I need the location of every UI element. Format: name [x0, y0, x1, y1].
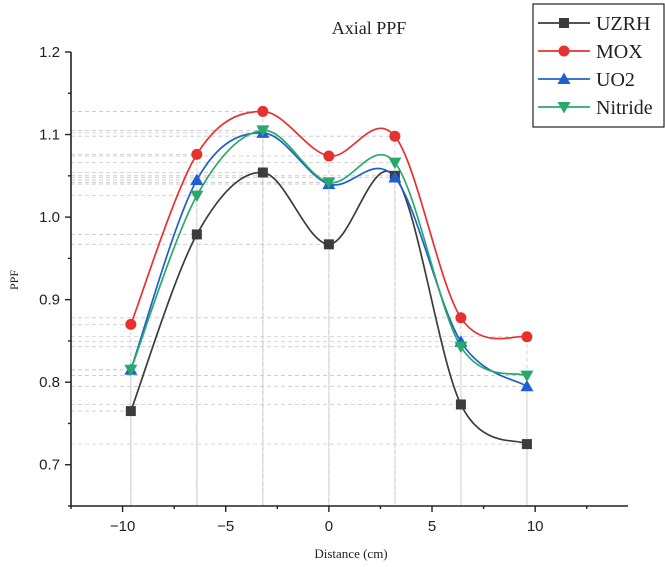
data-point-mox: [191, 148, 203, 160]
data-point-nitride: [520, 370, 534, 383]
x-tick-label: 5: [428, 518, 436, 535]
x-axis-label: Distance (cm): [314, 546, 387, 561]
data-point-nitride: [124, 364, 138, 377]
data-point-mox: [521, 331, 533, 343]
data-point-nitride: [256, 125, 270, 137]
legend-marker-nitride: [557, 102, 571, 114]
series-line-uzrh: [130, 170, 528, 445]
legend-marker-uo2: [557, 72, 571, 84]
y-ticks: 0.7 0.8 0.9 1.0 1.1 1.2: [39, 44, 71, 507]
data-point-uzrh: [257, 167, 268, 178]
y-tick-label: 0.7: [39, 457, 60, 474]
data-point-nitride: [322, 177, 336, 189]
data-point-uzrh: [521, 439, 532, 450]
data-point-nitride: [454, 341, 468, 354]
y-tick-label: 1.0: [39, 209, 60, 226]
x-tick-label: 0: [325, 518, 333, 535]
legend-label-uo2: UO2: [596, 69, 635, 91]
legend-label-mox: MOX: [596, 41, 643, 63]
y-axis-label: PPF: [7, 270, 21, 290]
data-point-mox: [323, 150, 335, 162]
data-point-uo2: [388, 170, 402, 183]
data-point-uzrh: [455, 399, 466, 410]
legend-marker-mox: [558, 45, 570, 57]
legend: UZRH MOX UO2 Nitride: [532, 3, 665, 128]
y-tick-label: 0.9: [39, 292, 60, 309]
data-point-nitride: [190, 190, 204, 203]
y-tick-label: 1.1: [39, 127, 60, 144]
legend-label-uzrh: UZRH: [596, 13, 650, 35]
legend-label-nitride: Nitride: [596, 97, 653, 119]
data-point-uo2: [520, 379, 534, 392]
data-point-mox: [455, 312, 467, 324]
data-point-mox: [389, 130, 401, 142]
y-tick-label: 0.8: [39, 374, 60, 391]
chart-title: Axial PPF: [332, 18, 407, 38]
guide-lines: [71, 111, 528, 506]
data-point-uzrh: [125, 406, 136, 417]
x-ticks: −10 −5 0 5 10: [70, 506, 588, 535]
data-point-uzrh: [191, 229, 202, 240]
x-tick-label: −10: [110, 518, 135, 535]
data-point-uo2: [190, 173, 204, 185]
x-tick-label: 10: [527, 518, 544, 535]
data-point-uzrh: [323, 239, 334, 250]
series-markers: [124, 105, 534, 450]
y-tick-label: 1.2: [39, 44, 60, 61]
x-tick-label: −5: [217, 518, 234, 535]
legend-marker-uzrh: [559, 18, 569, 28]
data-point-nitride: [388, 157, 402, 170]
data-point-mox: [257, 105, 269, 117]
data-point-mox: [125, 318, 137, 330]
